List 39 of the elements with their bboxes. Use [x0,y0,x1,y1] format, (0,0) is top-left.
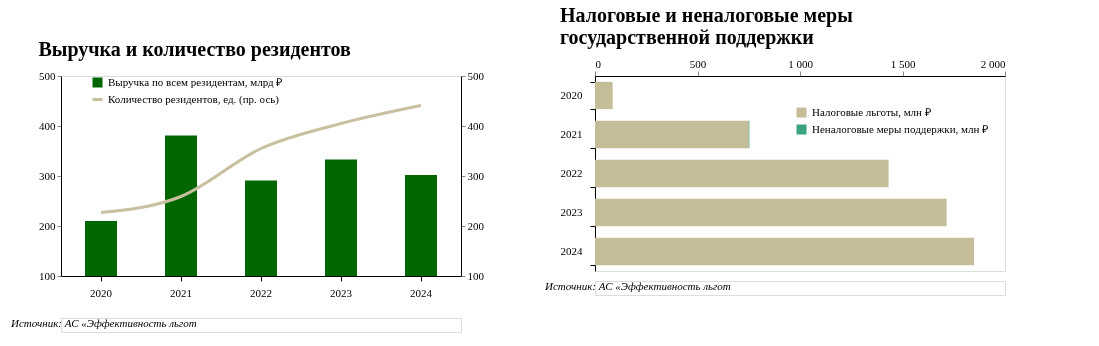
y-tick-label: 100 [39,269,56,282]
bar [595,237,975,266]
bar [595,81,613,110]
x-tick-label: 2023 [330,286,353,299]
y-tick-label: 2023 [560,206,583,218]
chart-title: Налоговые и неналоговые меры государственной поддержки [560,4,854,49]
bar [595,198,947,227]
legend-label: Выручка по всем резидентам, млрд ₽ [108,75,283,88]
x-tick-label: 0 [595,57,602,70]
legend-label: Налоговые льготы, млн ₽ [812,105,931,118]
y-tick-label: 2022 [560,167,583,179]
x-tick-label: 1 000 [788,57,814,70]
bar [595,120,749,149]
x-tick-label: 1 500 [890,57,916,70]
y2-tick-label: 500 [467,69,485,82]
legend-label: Количество резидентов, ед. (пр. ось) [108,92,280,106]
bar [595,159,889,188]
x-tick-label: 2024 [410,286,433,299]
y-tick-label: 2021 [560,128,583,140]
y2-tick-label: 200 [467,219,485,232]
x-tick-label: 2020 [90,286,113,299]
chart-title: Выручка и количество резидентов [38,38,351,61]
x-tick-label: 2 000 [980,57,1006,70]
x-tick-label: 500 [689,57,707,70]
y2-tick-label: 400 [467,119,485,132]
legend-label: Неналоговые меры поддержки, млн ₽ [812,122,989,135]
line-series [99,104,423,214]
x-tick-label: 2021 [170,286,192,299]
y-tick-label: 300 [39,169,56,182]
y-tick-label: 200 [39,219,56,232]
y-tick-label: 2024 [560,245,583,257]
y2-tick-label: 300 [467,169,485,182]
x-tick-label: 2022 [250,286,272,299]
y-tick-label: 2020 [560,89,583,101]
y2-tick-label: 100 [467,269,485,282]
y-tick-label: 400 [39,119,56,132]
text: Источник: АС «Эффективность льгот [544,280,731,292]
text: Источник: АС «Эффективность льгот [10,317,197,329]
y-tick-label: 500 [39,69,56,82]
